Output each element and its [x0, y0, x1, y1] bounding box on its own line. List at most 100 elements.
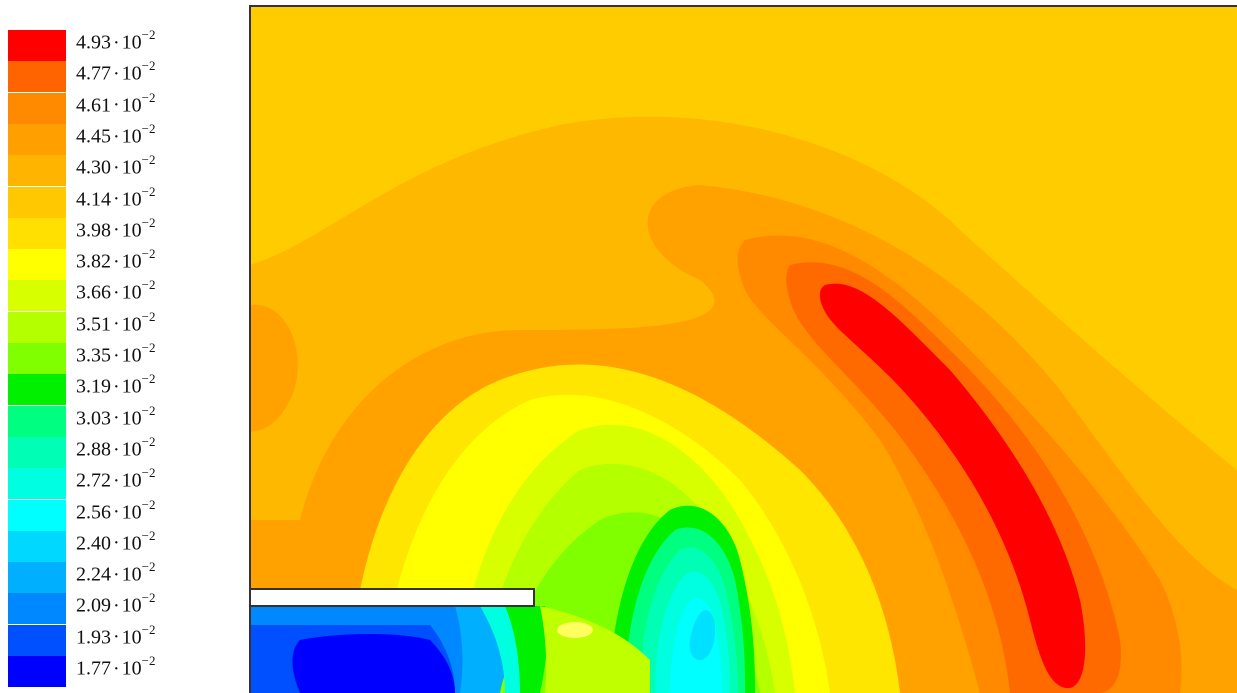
legend-label-mantissa: 1.93 — [76, 626, 111, 649]
legend-label: 4.93 · 10−2 — [76, 27, 156, 54]
legend-label-mantissa: 3.66 — [76, 282, 111, 305]
legend-label-mantissa: 3.19 — [76, 375, 111, 398]
legend-label: 3.51 · 10−2 — [76, 308, 156, 336]
contour-spot — [557, 622, 593, 638]
legend-label-exponent: −2 — [141, 277, 156, 293]
legend-label-mantissa: 2.09 — [76, 595, 111, 618]
legend-label-mantissa: 2.40 — [76, 532, 111, 555]
legend-label-base: 10 — [121, 94, 142, 117]
legend-swatch — [8, 30, 66, 61]
legend-label-base: 10 — [121, 31, 142, 54]
legend-label-exponent: −2 — [141, 89, 156, 105]
legend-label-mantissa: 1.77 — [76, 657, 111, 680]
legend-label-base: 10 — [121, 438, 142, 461]
legend-label: 1.77 · 10−2 — [76, 653, 156, 680]
legend-label-exponent: −2 — [141, 214, 156, 230]
legend-swatch — [8, 311, 66, 343]
legend-label-exponent: −2 — [141, 496, 156, 512]
legend-label-mantissa: 4.61 — [76, 94, 111, 117]
legend-label-base: 10 — [121, 344, 142, 367]
legend-label: 2.72 · 10−2 — [76, 465, 156, 492]
legend-label-exponent: −2 — [141, 340, 156, 355]
legend-swatch — [8, 499, 66, 531]
contour-field — [250, 6, 1237, 693]
legend-swatch — [8, 217, 66, 249]
legend-label-base: 10 — [121, 657, 142, 680]
contour-band-2-40-core — [689, 610, 716, 660]
legend-swatch — [8, 530, 66, 562]
contour-band-3-19-low — [505, 606, 548, 693]
legend-label-mantissa: 2.72 — [76, 469, 111, 492]
domain-outline-upper — [249, 5, 1237, 589]
legend-swatch — [8, 186, 66, 218]
legend-swatch — [8, 656, 66, 687]
legend-swatch — [8, 249, 66, 281]
legend-swatch — [8, 562, 66, 594]
legend-label-exponent: −2 — [141, 183, 156, 199]
legend-label: 4.77 · 10−2 — [76, 58, 156, 85]
legend-label-base: 10 — [121, 125, 142, 148]
legend-label-exponent: −2 — [141, 621, 156, 637]
legend-label-base: 10 — [121, 62, 142, 85]
legend-swatch — [8, 593, 66, 625]
legend-label: 3.98 · 10−2 — [76, 214, 156, 242]
legend-swatch — [8, 280, 66, 312]
legend-label-exponent: −2 — [141, 433, 156, 449]
legend-label-base: 10 — [121, 407, 142, 430]
legend-label-base: 10 — [121, 188, 142, 211]
legend-swatch — [8, 624, 66, 656]
legend-label: 2.24 · 10−2 — [76, 559, 156, 586]
legend-label-exponent: −2 — [141, 371, 156, 387]
legend-swatch — [8, 92, 66, 124]
legend-label-mantissa: 2.88 — [76, 438, 111, 461]
legend-label-mantissa: 4.30 — [76, 156, 111, 179]
legend-label-mantissa: 2.56 — [76, 501, 111, 524]
legend-label-exponent: −2 — [141, 559, 156, 575]
legend-swatch — [8, 123, 66, 155]
legend-label-exponent: −2 — [141, 308, 156, 324]
legend-label-mantissa: 3.35 — [76, 344, 111, 367]
legend-label-exponent: −2 — [141, 120, 156, 136]
legend-swatch — [8, 405, 66, 437]
legend-label-base: 10 — [121, 501, 142, 524]
legend-label: 2.09 · 10−2 — [76, 590, 156, 618]
legend-label-exponent: −2 — [141, 152, 156, 168]
contour-band-4-93 — [819, 283, 1086, 689]
legend-label-base: 10 — [121, 250, 142, 273]
legend-label: 3.82 · 10−2 — [76, 246, 156, 273]
slot-gap — [249, 588, 535, 607]
legend-label-mantissa: 4.77 — [76, 62, 111, 85]
legend-swatch — [8, 343, 66, 374]
legend-label-mantissa: 4.93 — [76, 31, 111, 54]
legend-label: 2.40 · 10−2 — [76, 527, 156, 555]
legend-label-mantissa: 4.14 — [76, 188, 111, 211]
legend-label-exponent: −2 — [141, 653, 156, 668]
legend-label-base: 10 — [121, 282, 142, 305]
legend-label-exponent: −2 — [141, 402, 156, 418]
legend-label-mantissa: 3.03 — [76, 407, 111, 430]
legend-swatch — [8, 436, 66, 468]
legend-label-exponent: −2 — [141, 246, 156, 262]
legend-label-base: 10 — [121, 469, 142, 492]
legend-label-mantissa: 2.24 — [76, 563, 111, 586]
legend-label: 3.03 · 10−2 — [76, 402, 156, 430]
legend-label-exponent: −2 — [141, 27, 156, 42]
legend-label: 3.66 · 10−2 — [76, 277, 156, 305]
legend-label-base: 10 — [121, 563, 142, 586]
colorbar-legend: 4.93 · 10−2 4.77 · 10−2 4.61 · 10−2 4.45 · 10−2 4.30… — [0, 0, 240, 693]
legend-label-exponent: −2 — [141, 590, 156, 606]
legend-swatch — [8, 374, 66, 406]
legend-label: 4.30 · 10−2 — [76, 152, 156, 179]
legend-label: 4.14 · 10−2 — [76, 183, 156, 211]
legend-label-base: 10 — [121, 595, 142, 618]
legend-label: 3.35 · 10−2 — [76, 340, 156, 367]
legend-swatch — [8, 155, 66, 187]
legend-label: 2.56 · 10−2 — [76, 496, 156, 524]
legend-label: 2.88 · 10−2 — [76, 433, 156, 461]
legend-label-mantissa: 3.51 — [76, 313, 111, 336]
legend-label-exponent: −2 — [141, 527, 156, 543]
legend-label: 4.45 · 10−2 — [76, 120, 156, 148]
legend-label-base: 10 — [121, 219, 142, 242]
legend-label-mantissa: 3.82 — [76, 250, 111, 273]
